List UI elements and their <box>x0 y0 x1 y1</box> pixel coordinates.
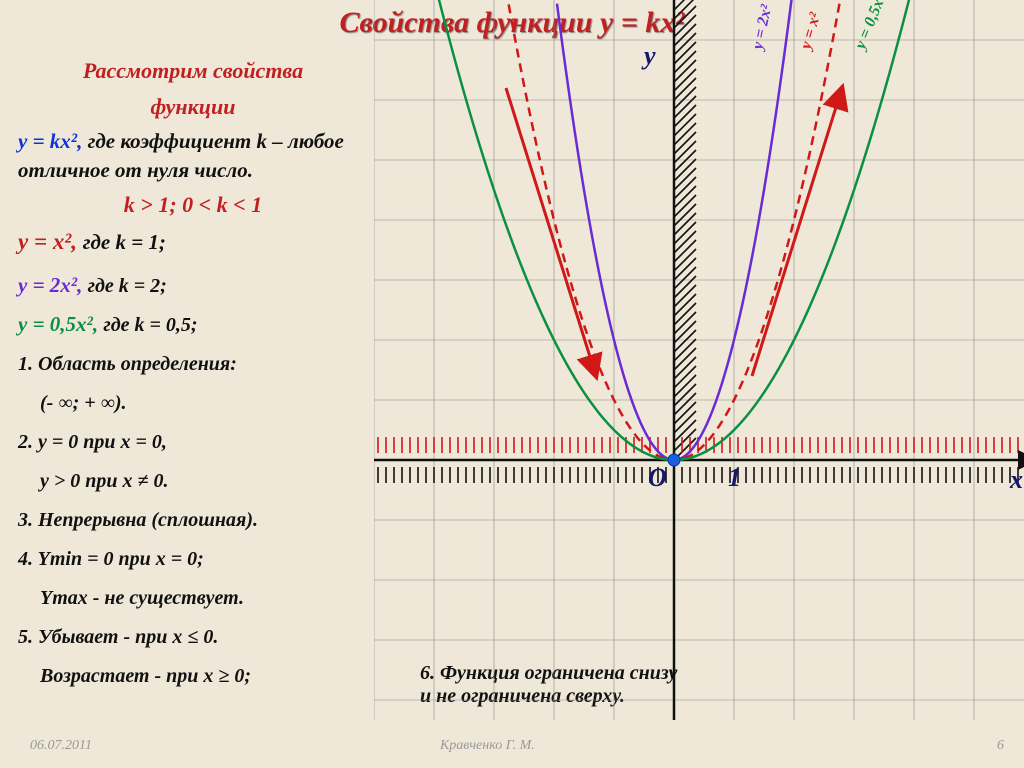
footer-date: 06.07.2011 <box>30 738 92 754</box>
k-cond-red: k > 1; 0 < k < 1 <box>124 192 262 217</box>
prop-4a: 4. Ymin = 0 при x = 0; <box>18 546 368 573</box>
prop-1b: (- ∞; + ∞). <box>40 390 368 417</box>
fn-def-blue: y = kx², <box>18 129 82 153</box>
footer-page-number: 6 <box>997 738 1004 754</box>
prop-5a: 5. Убывает - при x ≤ 0. <box>18 624 368 651</box>
svg-text:y: y <box>641 41 656 70</box>
svg-text:O: O <box>648 463 667 492</box>
svg-text:y = 0,5x²: y = 0,5x² <box>851 0 889 53</box>
footer-author: Кравченко Г. М. <box>440 738 535 754</box>
fn-purple: y = 2x², <box>18 273 88 297</box>
svg-text:x: x <box>1009 465 1023 494</box>
fn-definition: y = kx², где коэффициент k – любое отлич… <box>18 127 368 184</box>
prop-2b: y > 0 при x ≠ 0. <box>40 468 368 495</box>
fn-red-line: y = x², где k = 1; <box>18 226 368 257</box>
prop-2a: 2. y = 0 при x = 0, <box>18 429 368 456</box>
fn-green-tail: где k = 0,5; <box>103 314 197 336</box>
svg-text:y = 2x²: y = 2x² <box>749 2 776 53</box>
svg-text:1: 1 <box>728 463 741 492</box>
fn-red: y = x², <box>18 229 83 254</box>
heading-1: Рассмотрим свойства <box>18 56 368 86</box>
properties-list: 1. Область определения: (- ∞; + ∞). 2. y… <box>18 351 368 690</box>
prop-5b: Возрастает - при x ≥ 0; <box>40 663 368 690</box>
fn-green-line: y = 0,5x², где k = 0,5; <box>18 310 368 339</box>
k-conditions: k > 1; 0 < k < 1 <box>18 190 368 220</box>
fn-purple-tail: где k = 2; <box>88 275 167 297</box>
heading-2: функции <box>18 92 368 122</box>
left-panel: Рассмотрим свойства функции y = kx², где… <box>18 50 368 694</box>
prop-4b: Ymax - не существует. <box>40 585 368 612</box>
prop-1a: 1. Область определения: <box>18 351 368 378</box>
fn-red-tail: где k = 1; <box>83 230 166 254</box>
fn-purple-line: y = 2x², где k = 2; <box>18 271 368 300</box>
prop-3: 3. Непрерывна (сплошная). <box>18 507 368 534</box>
svg-text:y = x²: y = x² <box>797 10 824 53</box>
parabola-chart: y x O 1 y = 2x² y = x² y = 0,5x² <box>374 0 1024 720</box>
fn-green: y = 0,5x², <box>18 312 103 336</box>
